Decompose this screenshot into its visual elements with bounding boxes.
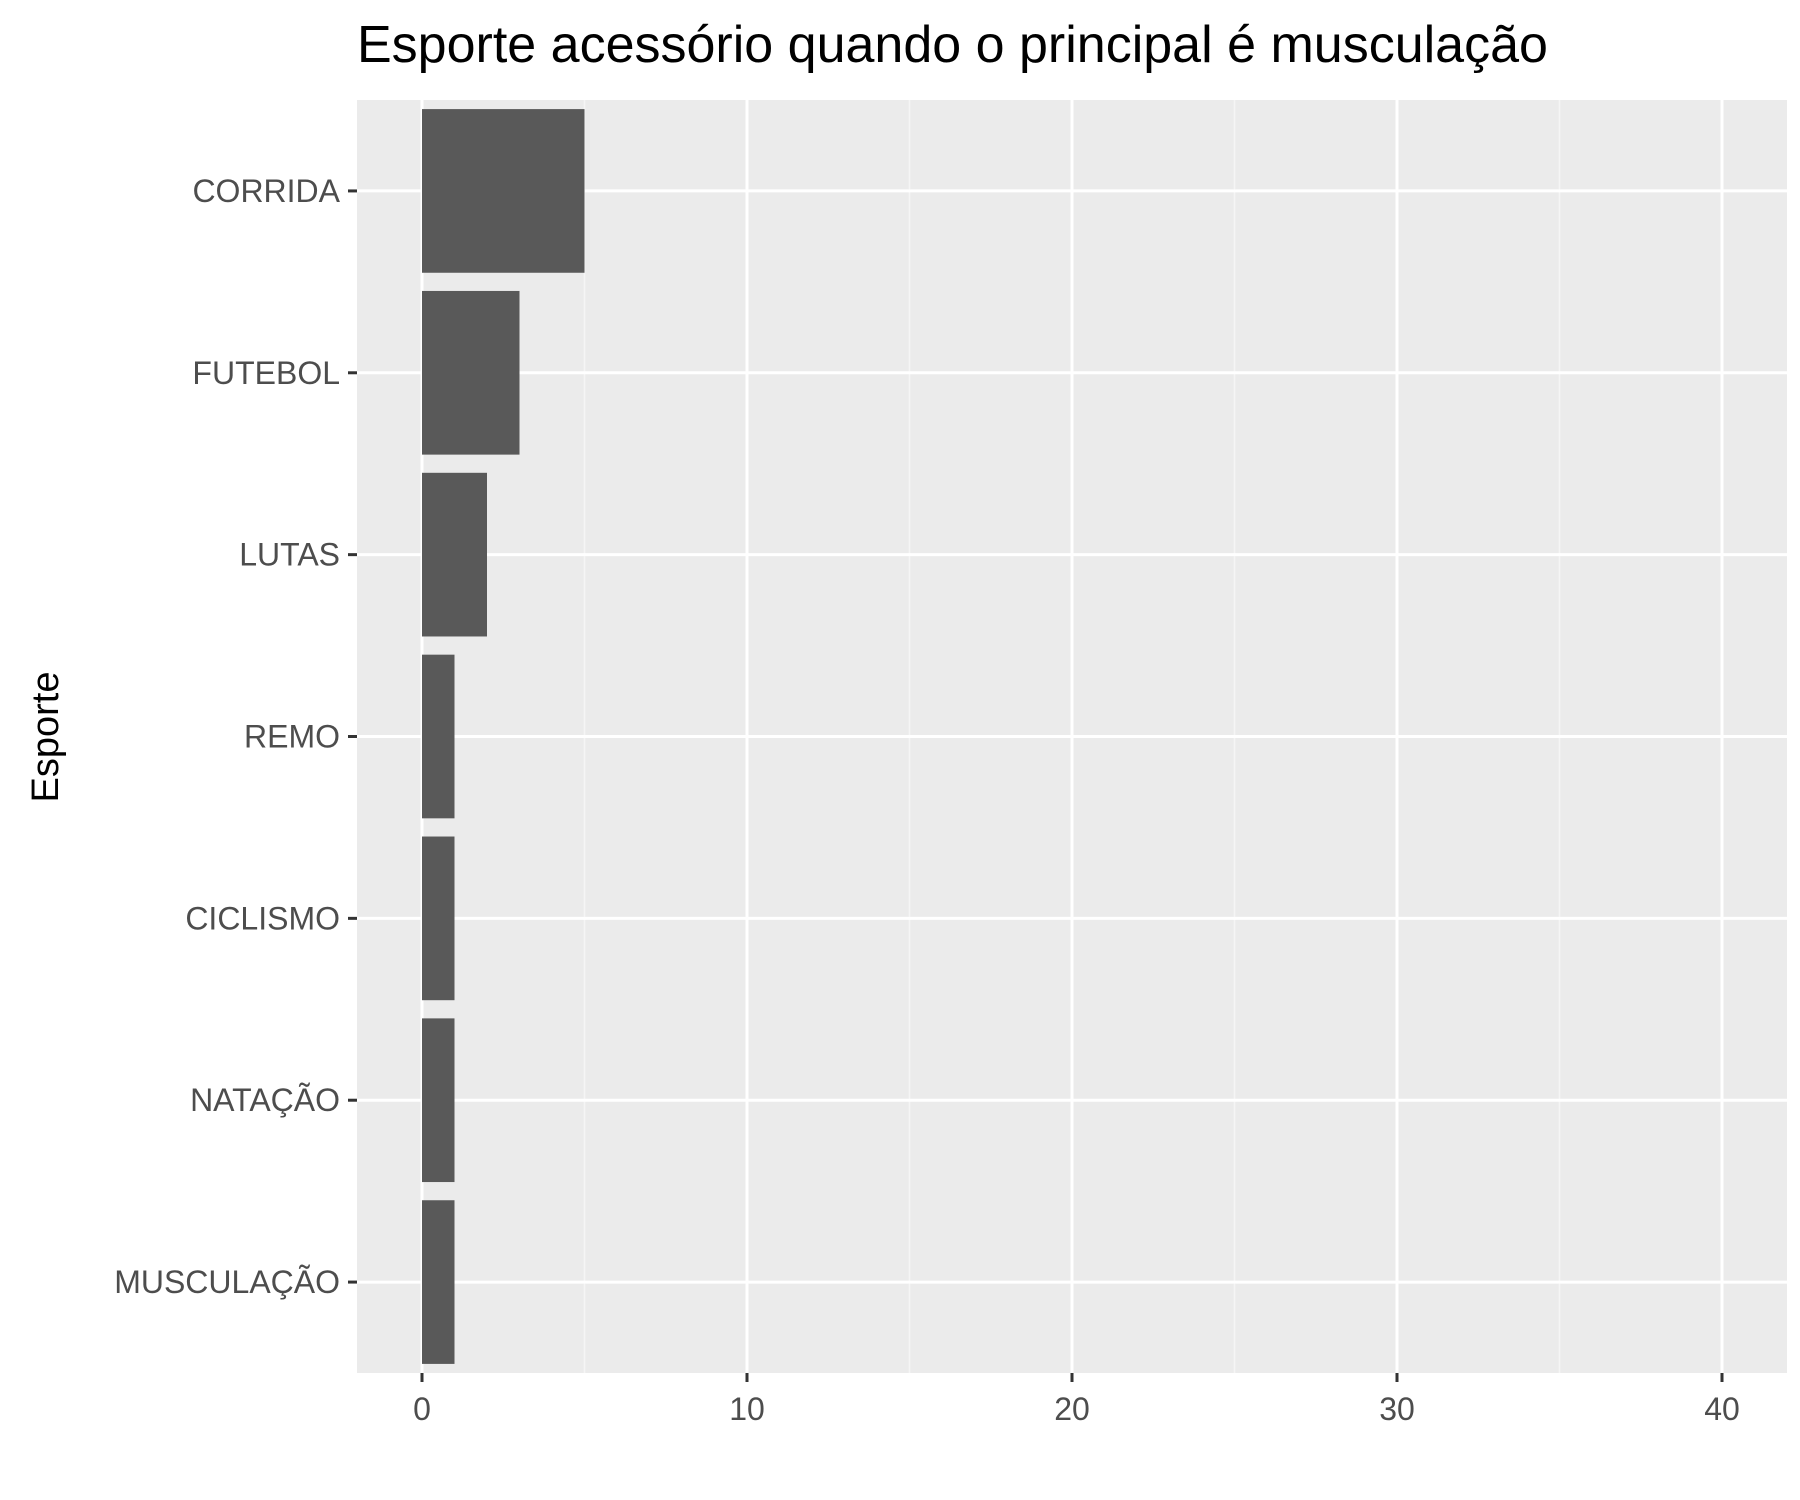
- bar: [422, 290, 520, 455]
- y-tick-label: CORRIDA: [192, 173, 340, 209]
- y-tick-label: FUTEBOL: [192, 355, 340, 391]
- x-tick-label: 10: [729, 1391, 765, 1427]
- bar: [422, 1200, 455, 1364]
- y-tick-label: MUSCULAÇÃO: [114, 1264, 340, 1300]
- bar: [422, 654, 455, 819]
- y-tick-label: CICLISMO: [185, 900, 340, 936]
- y-tick-label: LUTAS: [239, 537, 340, 573]
- x-tick-label: 40: [1704, 1391, 1740, 1427]
- x-tick-label: 0: [413, 1391, 431, 1427]
- y-tick-label: NATAÇÃO: [190, 1082, 340, 1118]
- bar: [422, 472, 487, 637]
- y-tick-label: REMO: [244, 719, 340, 755]
- chart-title: Esporte acessório quando o principal é m…: [357, 16, 1548, 74]
- x-tick-label: 20: [1054, 1391, 1090, 1427]
- plot-area: CORRIDA FUTEBOL LUTAS REMO CICLISMO NATAÇÃO MU…: [114, 100, 1787, 1427]
- bar: [422, 109, 585, 273]
- bar: [422, 836, 455, 1001]
- x-tick-label: 30: [1379, 1391, 1415, 1427]
- bar: [422, 1018, 455, 1183]
- y-axis-title: Esporte: [25, 672, 67, 803]
